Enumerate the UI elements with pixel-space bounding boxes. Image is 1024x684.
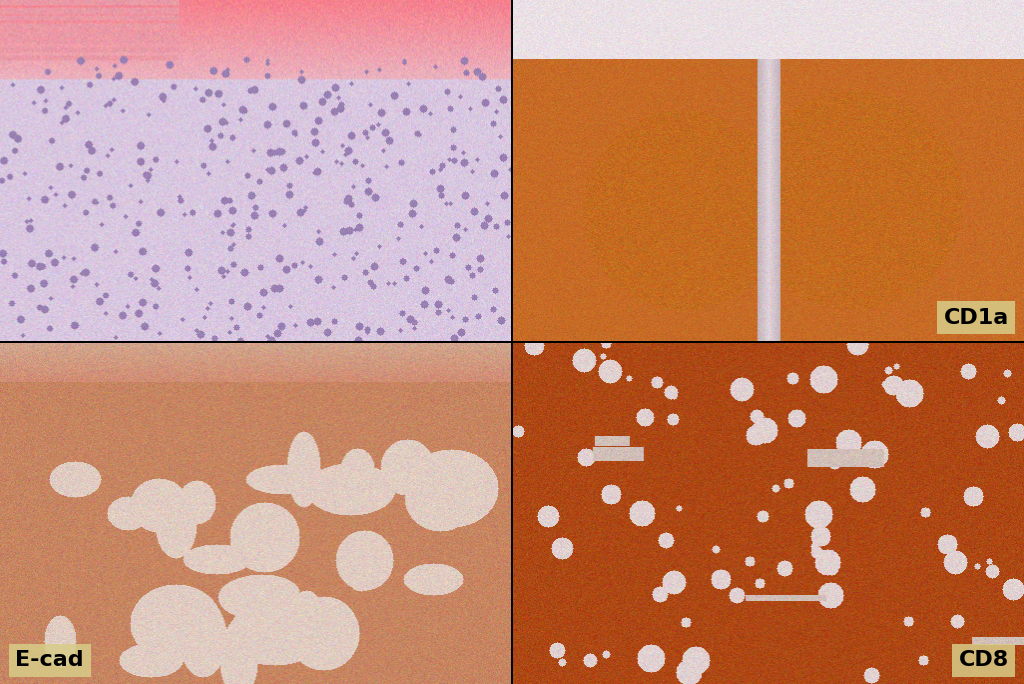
Text: CD1a: CD1a	[943, 308, 1009, 328]
Text: E-cad: E-cad	[15, 650, 84, 670]
Text: CD8: CD8	[958, 650, 1009, 670]
